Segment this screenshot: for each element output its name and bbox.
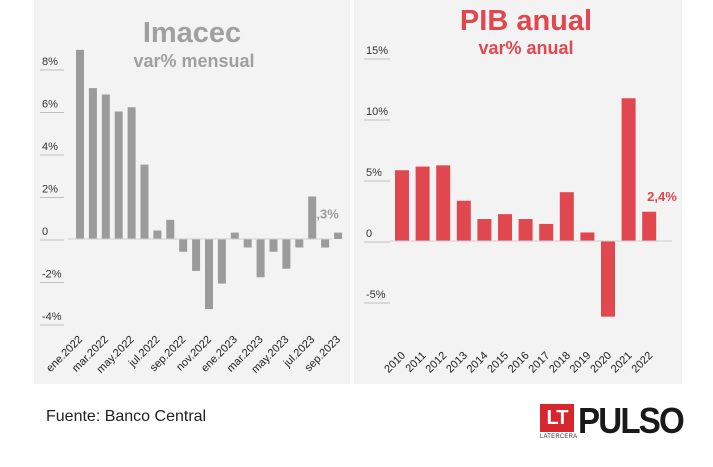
imacec-bar — [127, 107, 136, 239]
pib-x-tick: 2014 — [465, 350, 491, 376]
pib-bar — [601, 241, 615, 317]
imacec-bar — [334, 232, 342, 239]
imacec-bar — [88, 88, 97, 239]
imacec-y-tick: 0 — [42, 226, 48, 238]
imacec-y-tick: 8% — [42, 56, 58, 68]
pib-x-tick: 2021 — [609, 350, 635, 376]
logo-lt-box: LT — [540, 404, 574, 432]
pib-bar — [539, 223, 554, 241]
pulso-logo: LT LATERCERA PULSO — [540, 400, 685, 444]
pib-bar — [498, 214, 512, 241]
imacec-y-tick: 2% — [42, 184, 58, 196]
imacec-bar — [282, 239, 291, 269]
pib-bar — [580, 232, 595, 241]
pib-title: PIB anual — [460, 5, 592, 37]
pib-x-tick: 2020 — [588, 350, 614, 376]
logo-wordmark: PULSO — [578, 400, 685, 441]
pib-bar — [642, 211, 657, 241]
pib-subtitle: var% anual — [478, 38, 573, 58]
imacec-bar — [243, 239, 252, 248]
pib-y-tick: 5% — [366, 167, 382, 179]
pib-y-tick: 15% — [366, 45, 388, 57]
pib-x-tick: 2013 — [444, 350, 470, 376]
logo-sub-text: LATERCERA — [540, 434, 578, 440]
imacec-bar — [295, 239, 304, 248]
pib-x-tick: 2022 — [630, 350, 656, 376]
imacec-bar — [217, 239, 226, 284]
pib-bar — [395, 170, 409, 241]
imacec-bar — [153, 230, 162, 239]
pib-bar — [415, 166, 430, 241]
imacec-y-tick: 4% — [42, 141, 58, 153]
pib-bar — [559, 192, 574, 241]
pib-annotation: 2,4% — [647, 189, 677, 204]
pib-y-tick: 0 — [366, 228, 372, 240]
pib-bar — [436, 165, 451, 241]
imacec-y-tick: -2% — [42, 269, 62, 281]
imacec-annotation: 0,3% — [309, 207, 339, 222]
imacec-panel: Imacec var% mensual 8% 6% 4% 2% 0 -2% -4% ene.202… — [34, 0, 350, 384]
pib-x-tick: 2018 — [547, 350, 573, 376]
pib-y-tick: 10% — [366, 106, 388, 118]
imacec-bar — [308, 196, 317, 239]
imacec-bar — [140, 164, 149, 239]
pib-x-tick: 2012 — [424, 350, 450, 376]
pib-x-tick: 2017 — [527, 350, 553, 376]
pib-bar — [621, 98, 636, 241]
pib-x-tick: 2019 — [568, 350, 594, 376]
imacec-bar — [269, 239, 278, 252]
imacec-bar — [76, 49, 84, 239]
pib-x-tick: 2011 — [404, 350, 429, 375]
pib-x-tick: 2015 — [485, 350, 511, 376]
imacec-title: Imacec — [143, 17, 241, 49]
imacec-bar — [205, 239, 213, 310]
pib-x-tick: 2010 — [382, 350, 408, 376]
imacec-bar — [179, 239, 188, 252]
imacec-y-tick: 6% — [42, 99, 58, 111]
imacec-bar — [192, 239, 201, 271]
imacec-y-tick: -4% — [42, 311, 62, 323]
pib-bar — [518, 219, 533, 241]
imacec-bar — [114, 111, 123, 239]
pib-bar — [477, 219, 492, 241]
imacec-bar — [321, 239, 330, 248]
source-note: Fuente: Banco Central — [46, 408, 207, 425]
pib-bar — [456, 200, 471, 241]
imacec-subtitle: var% mensual — [133, 51, 254, 71]
pib-panel: PIB anual var% anual 15% 10% 5% 0 -5% 2010 2011 2… — [354, 0, 682, 384]
imacec-bar — [166, 219, 175, 239]
imacec-bar — [256, 239, 265, 278]
pib-y-tick: -5% — [366, 289, 386, 301]
imacec-bar — [230, 232, 239, 239]
imacec-bar — [101, 94, 110, 239]
pib-x-tick: 2016 — [506, 350, 532, 376]
